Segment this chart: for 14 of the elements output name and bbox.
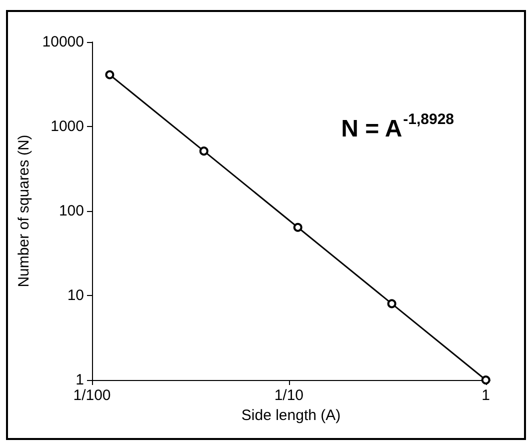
point <box>293 222 302 232</box>
y-tick-label: 100 <box>58 202 84 220</box>
y-tick-label: 10000 <box>42 34 84 50</box>
y-axis-title: Number of squares (N) <box>15 134 32 288</box>
x-axis-title: Side length (A) <box>241 407 341 424</box>
x-tick-label: 1 <box>482 387 490 404</box>
point <box>105 70 114 80</box>
y-tick-label: 1 <box>76 372 84 388</box>
point <box>199 146 208 156</box>
x-tick-label: 1/10 <box>274 387 304 404</box>
x-tick-label: 1/100 <box>73 387 111 404</box>
point <box>387 299 396 308</box>
y-tick-label: 10 <box>67 287 84 304</box>
y-tick-label: 1000 <box>50 118 84 135</box>
